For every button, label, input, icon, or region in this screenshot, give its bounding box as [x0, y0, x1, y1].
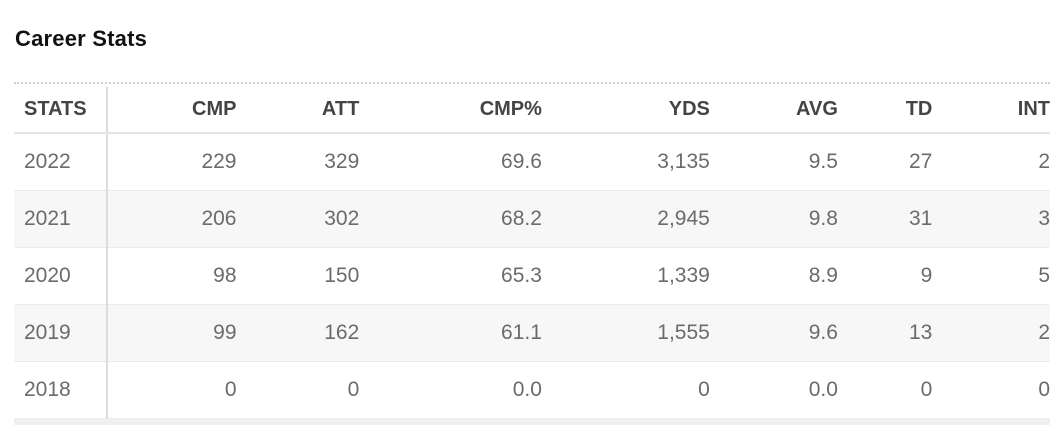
int-cell: 3: [932, 190, 1050, 248]
cmp-cell: 0: [107, 361, 237, 419]
avg-cell: 0.0: [709, 361, 838, 419]
cmp-pct-cell: 68.2: [359, 190, 542, 248]
season-cell: 2019: [14, 304, 109, 362]
column-header-avg[interactable]: AVG: [709, 87, 838, 134]
table-row: 2018 0 0 0.0 0 0.0 0 0: [14, 361, 1050, 419]
int-cell: 2: [932, 304, 1050, 362]
yds-cell: 2,945: [541, 190, 710, 248]
season-cell: 2022: [14, 133, 109, 191]
cmp-cell: 206: [107, 190, 237, 248]
td-cell: 31: [837, 190, 933, 248]
yds-cell: 1,555: [541, 304, 710, 362]
avg-cell: 9.8: [709, 190, 838, 248]
avg-cell: 8.9: [709, 247, 838, 305]
att-cell: 329: [236, 133, 360, 191]
table-row: 2021 206 302 68.2 2,945 9.8 31 3: [14, 190, 1050, 248]
season-cell: 2020: [14, 247, 109, 305]
table-row: 2022 229 329 69.6 3,135 9.5 27 2: [14, 133, 1050, 191]
att-cell: 302: [236, 190, 360, 248]
table-row: 2019 99 162 61.1 1,555 9.6 13 2: [14, 304, 1050, 362]
int-cell: 5: [932, 247, 1050, 305]
column-header-cmp[interactable]: CMP: [107, 87, 237, 134]
table-top-divider: [14, 82, 1050, 84]
cmp-pct-cell: 61.1: [359, 304, 542, 362]
season-cell: 2018: [14, 361, 109, 419]
att-cell: 0: [236, 361, 360, 419]
yds-cell: 3,135: [541, 133, 710, 191]
career-stats-table: STATS CMP ATT CMP% YDS AVG TD INT 2022 2…: [14, 87, 1050, 419]
column-header-stats[interactable]: STATS: [14, 87, 109, 134]
table-header-row: STATS CMP ATT CMP% YDS AVG TD INT: [14, 87, 1050, 134]
cmp-pct-cell: 69.6: [359, 133, 542, 191]
page-title: Career Stats: [15, 26, 148, 51]
avg-cell: 9.5: [709, 133, 838, 191]
int-cell: 0: [932, 361, 1050, 419]
cmp-pct-cell: 65.3: [359, 247, 542, 305]
column-header-int[interactable]: INT: [932, 87, 1050, 134]
cmp-cell: 99: [107, 304, 237, 362]
td-cell: 27: [837, 133, 933, 191]
cmp-cell: 229: [107, 133, 237, 191]
season-cell: 2021: [14, 190, 109, 248]
td-cell: 0: [837, 361, 933, 419]
column-header-yds[interactable]: YDS: [541, 87, 710, 134]
yds-cell: 0: [541, 361, 710, 419]
column-header-att[interactable]: ATT: [236, 87, 360, 134]
career-stats-table-container: STATS CMP ATT CMP% YDS AVG TD INT 2022 2…: [14, 82, 1050, 425]
cmp-pct-cell: 0.0: [359, 361, 542, 419]
avg-cell: 9.6: [709, 304, 838, 362]
att-cell: 150: [236, 247, 360, 305]
column-header-td[interactable]: TD: [837, 87, 933, 134]
td-cell: 13: [837, 304, 933, 362]
table-row: 2020 98 150 65.3 1,339 8.9 9 5: [14, 247, 1050, 305]
att-cell: 162: [236, 304, 360, 362]
td-cell: 9: [837, 247, 933, 305]
column-header-cmp-pct[interactable]: CMP%: [359, 87, 542, 134]
cmp-cell: 98: [107, 247, 237, 305]
int-cell: 2: [932, 133, 1050, 191]
yds-cell: 1,339: [541, 247, 710, 305]
